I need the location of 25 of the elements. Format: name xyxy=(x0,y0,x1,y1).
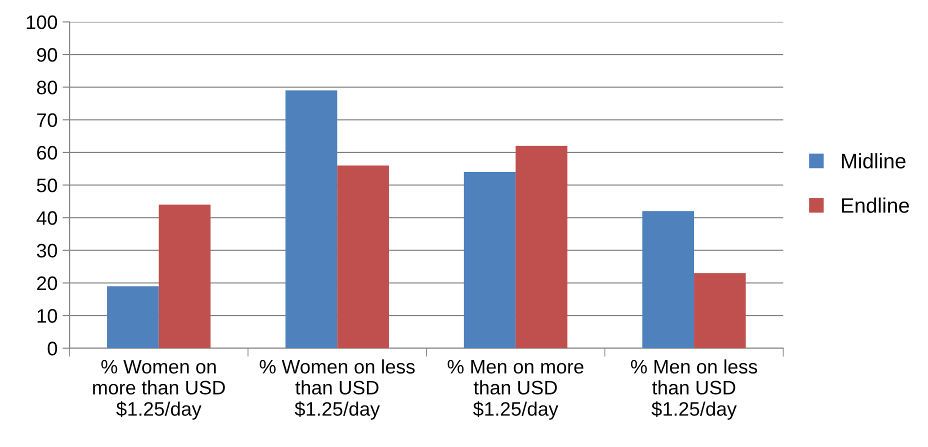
y-tick-label: 10 xyxy=(38,309,58,323)
y-tick-label: 70 xyxy=(37,113,58,128)
y-tick-label: 60 xyxy=(37,146,58,160)
bar xyxy=(516,146,568,348)
bar xyxy=(337,165,389,348)
y-tick-label: 30 xyxy=(36,244,58,258)
y-tick-label: 40 xyxy=(36,211,58,225)
bar xyxy=(285,90,338,348)
x-tick-label: % Men on more than USD $1.25/day xyxy=(448,360,584,420)
x-tick-label: % Women on more than USD $1.25/day xyxy=(93,360,225,420)
y-tick-label: 90 xyxy=(37,48,58,62)
y-tick-label: 80 xyxy=(37,80,58,94)
bar xyxy=(107,286,159,348)
x-tick-label: % Women on less than USD $1.25/day xyxy=(260,359,415,420)
y-tick-label: 20 xyxy=(37,276,58,290)
bar xyxy=(158,204,211,348)
legend-label: Endline xyxy=(842,198,909,213)
y-tick-label: 100 xyxy=(26,15,58,30)
legend-label: Midline xyxy=(842,153,906,168)
y-tick-label: 50 xyxy=(36,178,58,192)
bar xyxy=(464,172,516,348)
x-tick-label: % Men on less than USD $1.25/day xyxy=(630,359,758,420)
bar xyxy=(694,273,746,348)
bar xyxy=(642,211,694,348)
y-tick-label: 0 xyxy=(48,342,58,356)
